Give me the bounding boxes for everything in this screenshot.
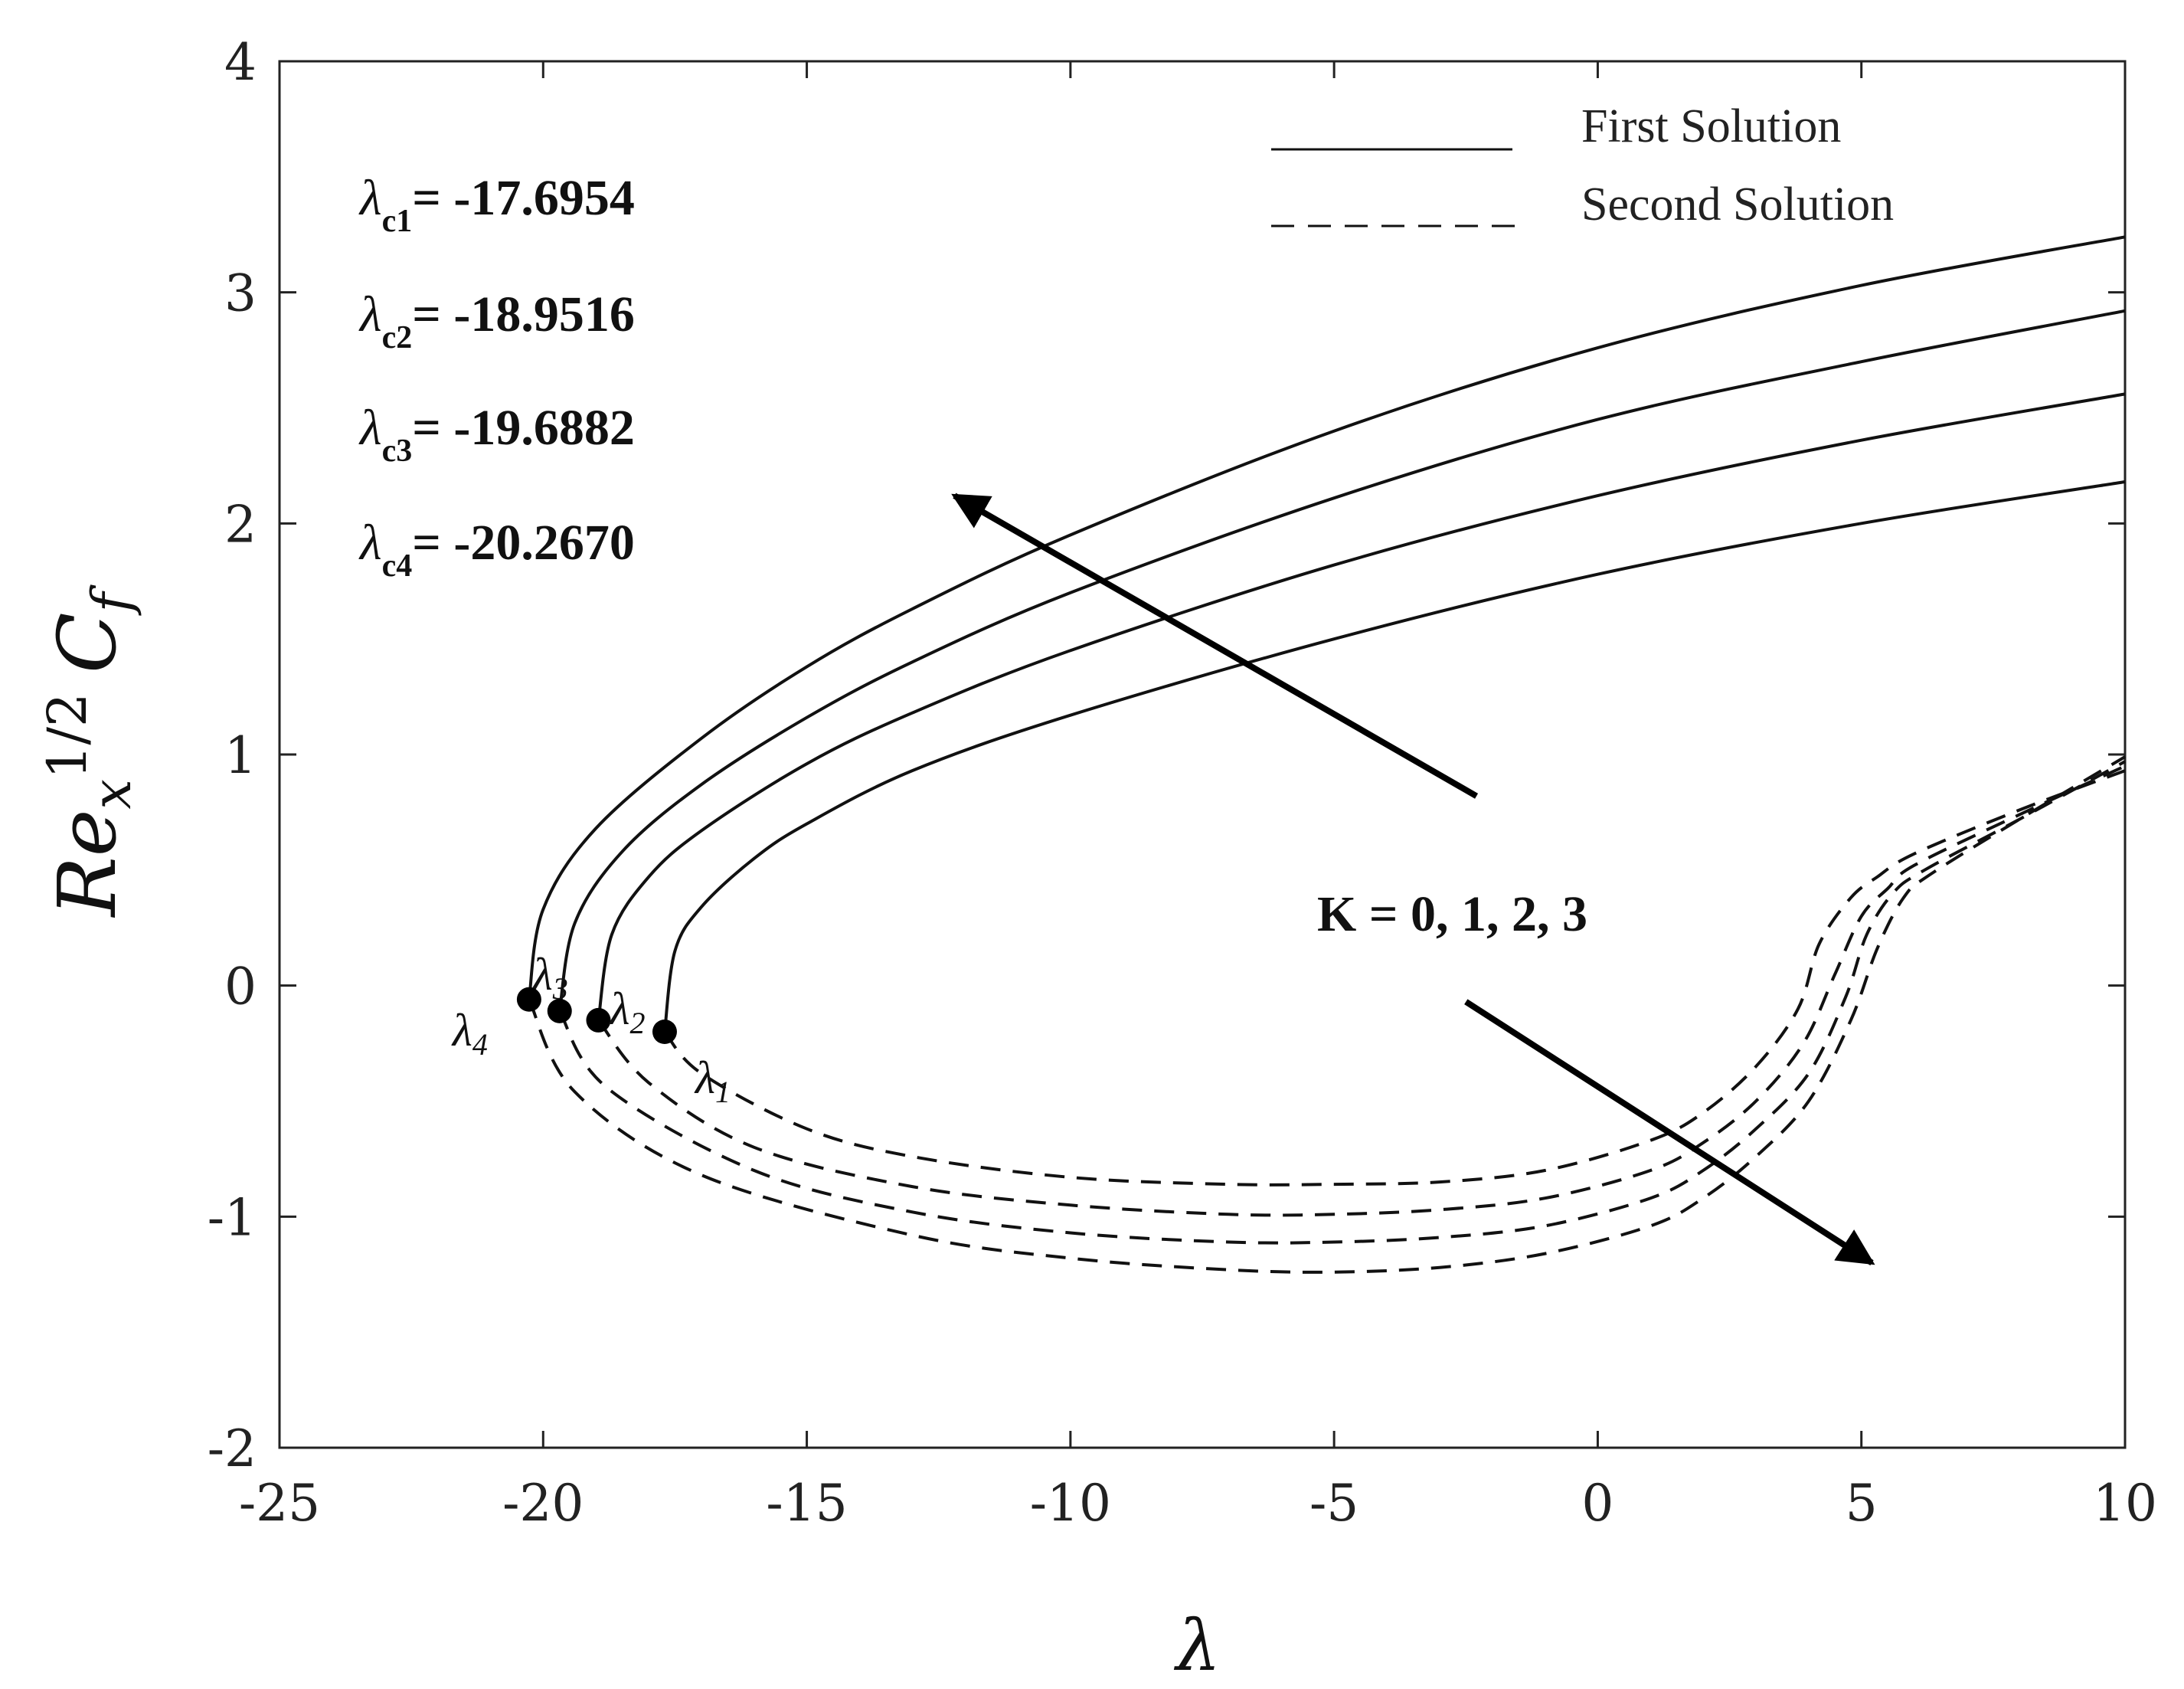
- y-tick-label: 3: [224, 264, 257, 323]
- first-solution-line-2: [597, 392, 2126, 1021]
- y-axis-title-sub: x: [80, 779, 143, 809]
- second-solution-line-2: [597, 764, 2126, 1217]
- critical-point-3: [547, 998, 572, 1023]
- critical-value-1: λc1= -17.6954: [358, 170, 635, 239]
- x-tick-label: -5: [1309, 1474, 1358, 1533]
- first-solution-line-3: [557, 309, 2126, 1012]
- y-tick-label: 0: [224, 957, 257, 1016]
- critical-values: λc1= -17.6954 λc2= -18.9516 λc3= -19.688…: [358, 170, 635, 584]
- k-arrow-1: [951, 493, 1479, 799]
- x-tick-label: 0: [1581, 1474, 1613, 1533]
- critical-value-2: λc2= -18.9516: [358, 286, 635, 355]
- x-tick-label: -15: [766, 1474, 847, 1533]
- y-axis-title-coef: C: [41, 612, 134, 673]
- ticks: [278, 60, 2127, 1449]
- legend-label-second: Second Solution: [1581, 178, 1894, 231]
- y-tick-label: -1: [208, 1188, 257, 1247]
- x-axis-title: λ: [1173, 1605, 1221, 1687]
- y-axis-title-coef-sub: f: [80, 584, 143, 616]
- y-axis-title-sup: 1/2: [36, 692, 99, 779]
- y-axis-title: Rex1/2 Cf: [36, 584, 143, 918]
- first-solution-line-4: [527, 235, 2126, 1000]
- critical-point-label-2: λ2: [608, 984, 645, 1040]
- k-annotation: K = 0, 1, 2, 3: [1317, 886, 1587, 942]
- second-solution-line-1: [663, 769, 2126, 1187]
- legend-label-first: First Solution: [1581, 100, 1841, 152]
- critical-point-1: [652, 1020, 677, 1044]
- legend: First Solution Second Solution: [1271, 100, 1894, 231]
- x-tick-label: -25: [239, 1474, 320, 1533]
- svg-text:Rex1/2 Cf: Rex1/2 Cf: [36, 584, 143, 918]
- second-solution-line-4: [528, 755, 2127, 1274]
- y-axis-title-base: Re: [41, 810, 134, 918]
- x-tick-label: -20: [502, 1474, 584, 1533]
- k-arrow-2: [1464, 999, 1875, 1266]
- y-tick-label: 4: [224, 33, 257, 92]
- series-layer: [527, 235, 2127, 1274]
- critical-value-4: λc4= -20.2670: [358, 515, 635, 584]
- critical-point-label-4: λ4: [451, 1005, 488, 1062]
- critical-point-2: [586, 1007, 611, 1033]
- x-tick-label: 5: [1846, 1474, 1878, 1533]
- y-tick-label: -2: [208, 1419, 257, 1478]
- y-tick-label: 2: [224, 495, 257, 554]
- critical-point-label-1: λ1: [694, 1052, 731, 1109]
- critical-point-4: [516, 987, 541, 1012]
- second-solution-line-3: [558, 760, 2126, 1245]
- arrows-layer: [951, 493, 1875, 1266]
- y-tick-label: 1: [224, 726, 257, 785]
- critical-value-3: λc3= -19.6882: [358, 400, 635, 469]
- x-tick-label: -10: [1030, 1474, 1111, 1533]
- x-tick-label: 10: [2093, 1474, 2157, 1533]
- first-solution-line-1: [663, 480, 2126, 1033]
